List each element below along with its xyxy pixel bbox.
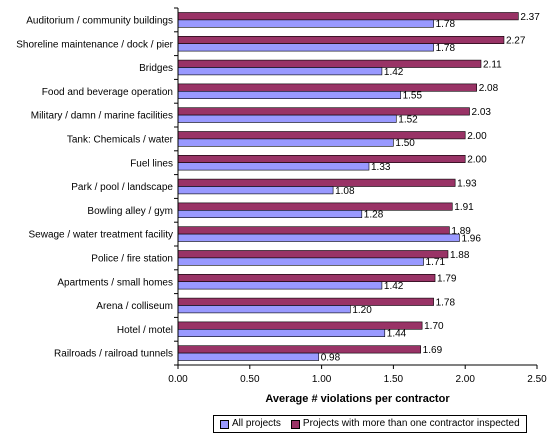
bar-all-projects-hotel-motel [177, 328, 386, 337]
bar-multi-contractor-arena-colliseum [177, 297, 434, 306]
legend-swatch-all-projects [220, 419, 229, 429]
value-label-multi-contractor-sewage-water-treatment-facility: 1.89 [451, 226, 471, 237]
bar-multi-contractor-tank-chemicals-water [177, 131, 466, 140]
value-label-all-projects-bowling-alley-gym: 1.28 [364, 210, 384, 221]
value-label-all-projects-park-pool-landscape: 1.08 [335, 186, 355, 197]
value-label-multi-contractor-arena-colliseum: 1.78 [436, 297, 456, 308]
value-label-multi-contractor-tank-chemicals-water: 2.00 [467, 131, 487, 142]
value-label-all-projects-tank-chemicals-water: 1.50 [395, 138, 415, 149]
legend: All projects Projects with more than one… [213, 415, 527, 433]
x-ticks: 0.00 0.50 1.00 1.50 2.00 2.50 [168, 7, 547, 385]
category-label-hotel-motel: Hotel / motel [117, 325, 173, 336]
x-tick-label: 0.50 [240, 374, 260, 385]
bar-all-projects-sewage-water-treatment-facility [177, 233, 460, 242]
bar-multi-contractor-auditorium-community-buildings [177, 12, 519, 21]
bar-all-projects-park-pool-landscape [177, 186, 334, 195]
category-label-bridges: Bridges [139, 63, 173, 74]
value-label-multi-contractor-railroads-railroad-tunnels: 1.69 [423, 345, 443, 356]
value-label-all-projects-railroads-railroad-tunnels: 0.98 [321, 352, 341, 363]
x-tick-label: 1.50 [384, 374, 404, 385]
value-label-all-projects-shoreline-maintenance-dock-pier: 1.78 [436, 43, 456, 54]
value-label-all-projects-military-damn-marine-facilities: 1.52 [398, 114, 418, 125]
legend-item-multi-contractor: Projects with more than one contractor i… [290, 418, 520, 430]
category-label-sewage-water-treatment-facility: Sewage / water treatment facility [28, 230, 173, 241]
bar-all-projects-police-fire-station [177, 257, 424, 266]
value-label-all-projects-food-and-beverage-operation: 1.55 [403, 91, 423, 102]
value-label-multi-contractor-fuel-lines: 2.00 [467, 155, 487, 166]
value-label-multi-contractor-shoreline-maintenance-dock-pier: 2.27 [506, 36, 526, 47]
bar-all-projects-bowling-alley-gym [177, 210, 363, 219]
legend-swatch-multi-contractor [290, 419, 300, 429]
bar-multi-contractor-park-pool-landscape [177, 178, 456, 187]
bar-all-projects-railroads-railroad-tunnels [177, 352, 320, 361]
legend-label-multi-contractor: Projects with more than one contractor i… [302, 418, 520, 429]
x-axis-title: Average # violations per contractor [265, 393, 450, 405]
bar-multi-contractor-railroads-railroad-tunnels [177, 345, 421, 354]
x-tick-label: 1.00 [312, 374, 332, 385]
bar-multi-contractor-bowling-alley-gym [177, 202, 453, 211]
bar-all-projects-food-and-beverage-operation [177, 91, 401, 100]
category-label-bowling-alley-gym: Bowling alley / gym [87, 206, 173, 217]
value-label-multi-contractor-bowling-alley-gym: 1.91 [454, 202, 474, 213]
bar-multi-contractor-hotel-motel [177, 321, 423, 330]
value-label-multi-contractor-apartments-small-homes: 1.79 [437, 274, 457, 285]
bar-all-projects-apartments-small-homes [177, 281, 383, 290]
bar-all-projects-shoreline-maintenance-dock-pier [177, 43, 434, 52]
bar-all-projects-auditorium-community-buildings [177, 19, 434, 28]
bar-multi-contractor-bridges [177, 59, 482, 68]
bar-multi-contractor-fuel-lines [177, 155, 466, 164]
bar-all-projects-bridges [177, 67, 383, 76]
value-label-multi-contractor-food-and-beverage-operation: 2.08 [479, 83, 499, 94]
value-label-all-projects-police-fire-station: 1.71 [426, 257, 446, 268]
category-label-arena-colliseum: Arena / colliseum [96, 301, 173, 312]
value-label-all-projects-arena-colliseum: 1.20 [352, 305, 372, 316]
category-label-military-damn-marine-facilities: Military / damn / marine facilities [31, 111, 173, 122]
legend-label-all-projects: All projects [232, 418, 281, 429]
category-label-auditorium-community-buildings: Auditorium / community buildings [26, 16, 173, 27]
bar-multi-contractor-food-and-beverage-operation [177, 83, 477, 92]
bar-all-projects-tank-chemicals-water [177, 138, 394, 147]
category-label-police-fire-station: Police / fire station [91, 254, 173, 265]
x-tick-label: 0.00 [168, 374, 188, 385]
category-label-shoreline-maintenance-dock-pier: Shoreline maintenance / dock / pier [16, 39, 173, 50]
labels-layer: 2.37 1.78 Auditorium / community buildings… [16, 12, 540, 364]
value-label-all-projects-fuel-lines: 1.33 [371, 162, 391, 173]
value-label-multi-contractor-hotel-motel: 1.70 [424, 321, 444, 332]
bar-multi-contractor-police-fire-station [177, 250, 449, 259]
bar-all-projects-military-damn-marine-facilities [177, 114, 397, 123]
category-label-railroads-railroad-tunnels: Railroads / railroad tunnels [54, 349, 173, 360]
category-label-apartments-small-homes: Apartments / small homes [57, 277, 173, 288]
x-tick-label: 2.50 [527, 374, 547, 385]
value-label-multi-contractor-military-damn-marine-facilities: 2.03 [472, 107, 492, 118]
bar-multi-contractor-sewage-water-treatment-facility [177, 226, 450, 235]
category-label-park-pool-landscape: Park / pool / landscape [71, 182, 173, 193]
value-label-all-projects-apartments-small-homes: 1.42 [384, 281, 404, 292]
bar-all-projects-fuel-lines [177, 162, 370, 171]
bar-multi-contractor-military-damn-marine-facilities [177, 107, 470, 116]
bar-all-projects-arena-colliseum [177, 305, 351, 314]
value-label-multi-contractor-police-fire-station: 1.88 [450, 250, 470, 261]
category-label-tank-chemicals-water: Tank: Chemicals / water [67, 135, 174, 146]
category-label-food-and-beverage-operation: Food and beverage operation [42, 87, 173, 98]
value-label-multi-contractor-bridges: 2.11 [483, 59, 502, 70]
bars-layer [177, 12, 519, 361]
category-label-fuel-lines: Fuel lines [130, 158, 173, 169]
value-label-multi-contractor-park-pool-landscape: 1.93 [457, 178, 477, 189]
legend-item-all-projects: All projects [220, 418, 281, 430]
value-label-multi-contractor-auditorium-community-buildings: 2.37 [520, 12, 540, 23]
value-label-all-projects-sewage-water-treatment-facility: 1.96 [461, 233, 481, 244]
x-tick-label: 2.00 [455, 374, 475, 385]
value-label-all-projects-auditorium-community-buildings: 1.78 [436, 19, 456, 30]
chart: 2.37 1.78 Auditorium / community buildings… [16, 7, 547, 405]
value-label-all-projects-bridges: 1.42 [384, 67, 404, 78]
value-label-all-projects-hotel-motel: 1.44 [387, 329, 407, 340]
